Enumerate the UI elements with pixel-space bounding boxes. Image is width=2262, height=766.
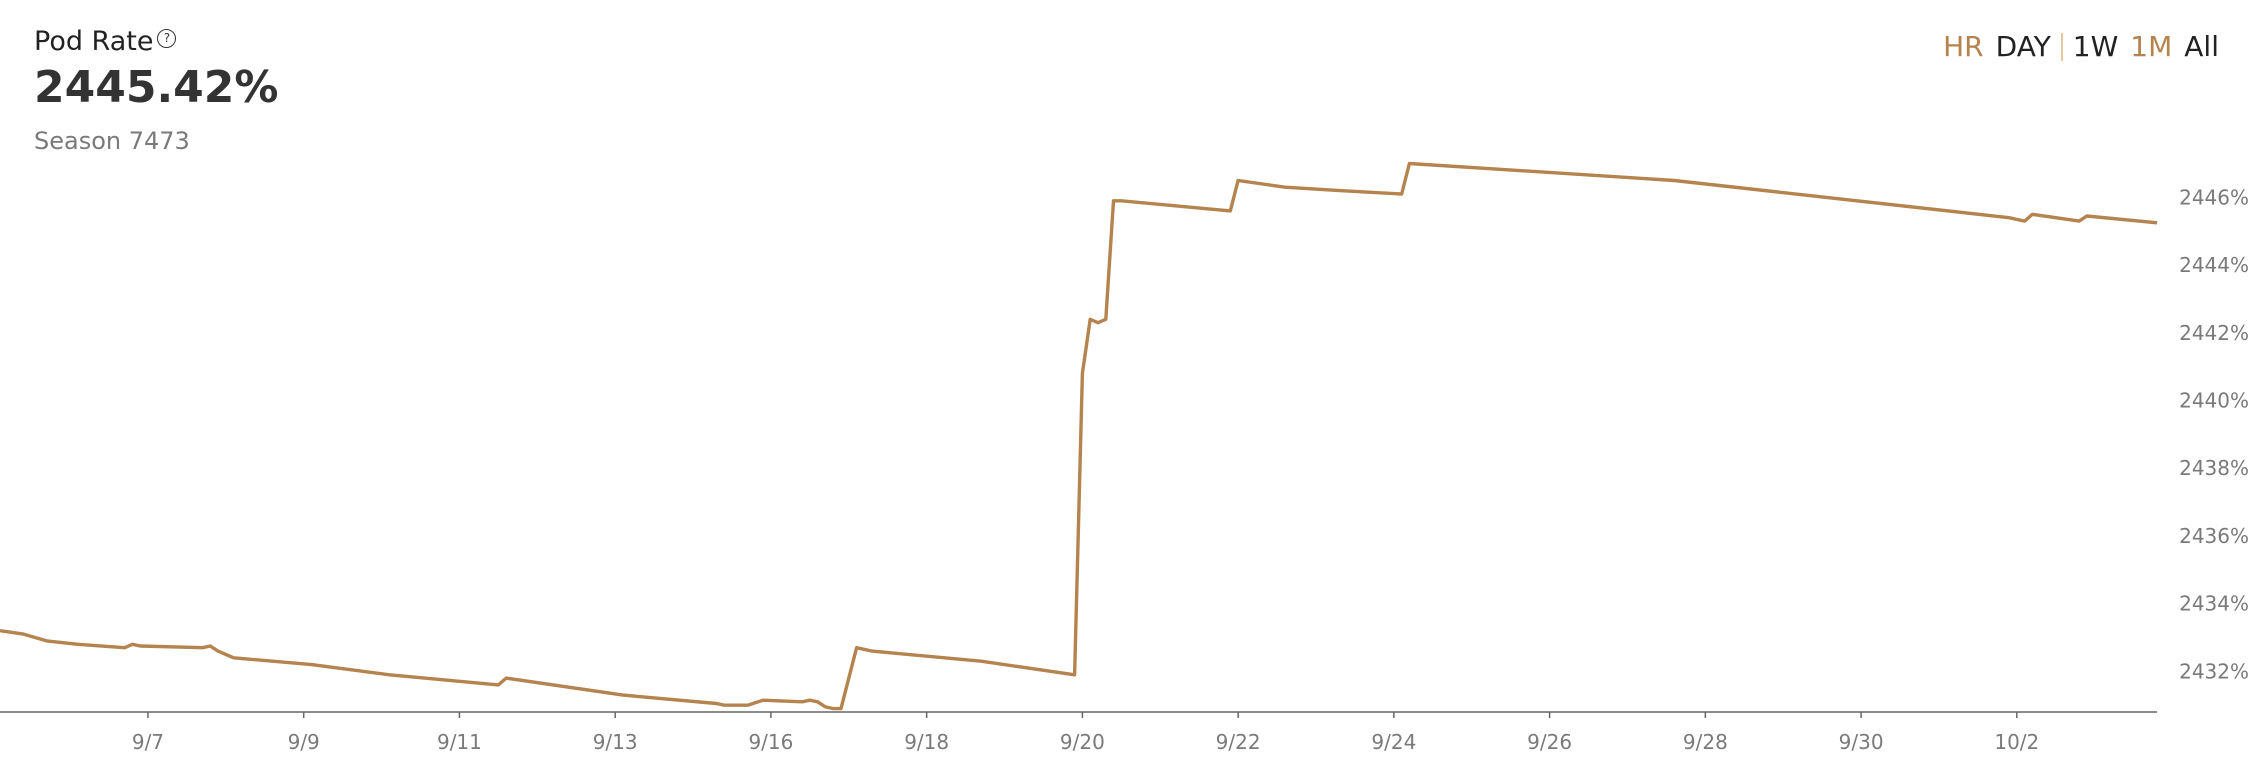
chart-header: Pod Rate ? 2445.42% Season 7473: [34, 26, 279, 155]
y-tick-label: 2440%: [2179, 389, 2249, 413]
x-tick-label: 9/16: [748, 730, 793, 754]
pod-rate-line[interactable]: [0, 161, 2158, 711]
x-tick-label: 9/20: [1060, 730, 1105, 754]
x-tick-label: 9/7: [132, 730, 164, 754]
y-tick-label: 2432%: [2179, 659, 2249, 683]
y-tick-label: 2442%: [2179, 321, 2249, 345]
time-range-selector: HR DAY 1W 1M All: [1937, 30, 2225, 63]
current-value: 2445.42%: [34, 62, 279, 114]
x-tick-label: 9/18: [904, 730, 949, 754]
y-tick-label: 2438%: [2179, 456, 2249, 480]
y-tick-label: 2436%: [2179, 524, 2249, 548]
range-option-1m[interactable]: 1M: [2130, 30, 2173, 63]
y-tick-label: 2444%: [2179, 253, 2249, 277]
x-tick-label: 9/28: [1683, 730, 1728, 754]
chart-title: Pod Rate: [34, 26, 154, 57]
x-tick-label: 9/13: [593, 730, 638, 754]
question-circle-icon[interactable]: ?: [157, 29, 177, 48]
range-option-day[interactable]: DAY: [1995, 30, 2051, 63]
range-option-hr[interactable]: HR: [1943, 30, 1984, 63]
range-divider: [2060, 32, 2063, 61]
x-tick-label: 10/2: [1994, 730, 2039, 754]
x-tick-label: 9/24: [1371, 730, 1416, 754]
range-option-1w[interactable]: 1W: [2072, 30, 2119, 63]
x-tick-label: 9/22: [1216, 730, 1261, 754]
x-tick-label: 9/30: [1839, 730, 1884, 754]
x-axis-ticks: 9/7 9/9 9/11 9/13 9/16 9/18 9/20 9/22 9/24 9/26 9/…: [132, 712, 2039, 754]
x-tick-label: 9/9: [288, 730, 320, 754]
season-label: Season 7473: [34, 126, 190, 155]
y-tick-label: 2446%: [2179, 185, 2249, 209]
y-tick-label: 2434%: [2179, 592, 2249, 616]
x-tick-label: 9/26: [1527, 730, 1572, 754]
y-axis-ticks: 2432% 2434% 2436% 2438% 2440% 2442% 2444% 2446%: [2179, 185, 2249, 683]
x-tick-label: 9/11: [437, 730, 482, 754]
range-option-all[interactable]: All: [2184, 30, 2219, 63]
